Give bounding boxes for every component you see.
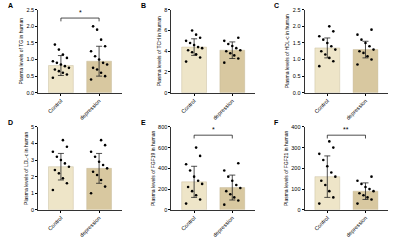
- svg-text:0.5: 0.5: [293, 73, 301, 79]
- svg-text:1.0: 1.0: [293, 56, 301, 62]
- svg-text:2: 2: [31, 174, 34, 180]
- svg-text:300: 300: [291, 145, 300, 151]
- svg-text:Plasma levels of FGF19 in huma: Plasma levels of FGF19 in human: [150, 130, 156, 206]
- svg-text:0.5: 0.5: [26, 73, 34, 79]
- svg-text:Control: Control: [180, 215, 197, 232]
- svg-text:0: 0: [164, 90, 167, 96]
- svg-text:*: *: [212, 126, 215, 133]
- svg-text:100: 100: [291, 186, 300, 192]
- svg-text:400: 400: [291, 124, 300, 130]
- svg-text:6: 6: [164, 27, 167, 33]
- svg-text:0: 0: [164, 207, 167, 213]
- svg-text:0: 0: [31, 207, 34, 213]
- svg-text:depression: depression: [78, 98, 101, 121]
- svg-text:Control: Control: [313, 215, 330, 232]
- svg-text:Plasma levels of LDL-c in huma: Plasma levels of LDL-c in human: [23, 132, 29, 205]
- svg-text:3: 3: [31, 157, 34, 163]
- svg-text:Control: Control: [313, 98, 330, 115]
- svg-text:depression: depression: [212, 215, 235, 238]
- svg-text:C: C: [274, 2, 279, 9]
- svg-text:Control: Control: [180, 98, 197, 115]
- svg-text:0.0: 0.0: [293, 90, 301, 96]
- svg-text:2.0: 2.0: [293, 23, 301, 29]
- svg-text:depression: depression: [345, 98, 368, 121]
- svg-text:depression: depression: [345, 215, 368, 238]
- svg-text:1.5: 1.5: [26, 40, 34, 46]
- svg-text:200: 200: [291, 165, 300, 171]
- svg-text:*: *: [79, 9, 82, 16]
- svg-text:Plasma levels of HDL-c in huma: Plasma levels of HDL-c in human: [284, 14, 290, 88]
- svg-text:600: 600: [158, 145, 167, 151]
- svg-text:**: **: [343, 126, 349, 133]
- svg-text:Plasma levels of TG in human: Plasma levels of TG in human: [18, 18, 24, 85]
- svg-text:0.0: 0.0: [26, 90, 34, 96]
- svg-text:F: F: [274, 119, 279, 126]
- svg-text:B: B: [141, 2, 146, 9]
- svg-text:2.0: 2.0: [26, 23, 34, 29]
- svg-text:2: 2: [164, 69, 167, 75]
- svg-text:E: E: [141, 119, 146, 126]
- svg-text:2.5: 2.5: [293, 7, 301, 13]
- svg-text:2.5: 2.5: [26, 7, 34, 13]
- svg-text:Plasma levels of TCH in human: Plasma levels of TCH in human: [156, 16, 162, 86]
- svg-text:4: 4: [31, 140, 34, 146]
- svg-text:5: 5: [31, 124, 34, 130]
- svg-text:800: 800: [158, 124, 167, 130]
- svg-text:A: A: [8, 2, 13, 9]
- svg-text:1.0: 1.0: [26, 56, 34, 62]
- svg-text:depression: depression: [78, 215, 101, 238]
- svg-text:Control: Control: [47, 98, 64, 115]
- svg-text:0: 0: [297, 207, 300, 213]
- svg-text:depression: depression: [212, 98, 235, 121]
- svg-text:Plasma levels of FGF21 in huma: Plasma levels of FGF21 in human: [283, 130, 289, 206]
- svg-text:1.5: 1.5: [293, 40, 301, 46]
- svg-text:4: 4: [164, 48, 167, 54]
- svg-text:200: 200: [158, 186, 167, 192]
- svg-text:D: D: [8, 119, 13, 126]
- svg-text:1: 1: [31, 190, 34, 196]
- svg-text:8: 8: [164, 7, 167, 13]
- svg-text:Control: Control: [47, 215, 64, 232]
- svg-text:400: 400: [158, 165, 167, 171]
